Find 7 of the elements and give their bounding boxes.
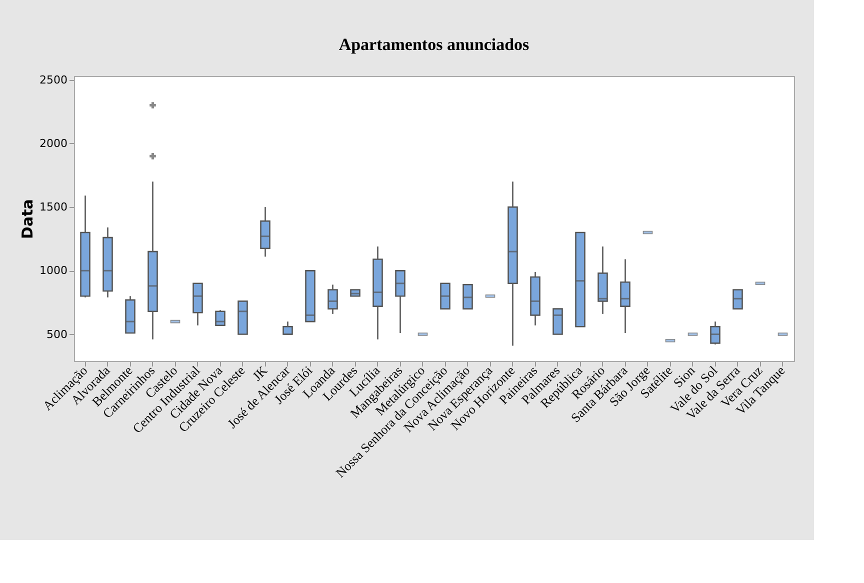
y-tick-label: 2500: [40, 73, 68, 86]
y-axis-title: Data: [18, 199, 37, 239]
y-tick-label: 1000: [40, 264, 68, 278]
y-tick-label: 500: [46, 328, 68, 341]
y-tick-label: 2000: [40, 136, 68, 150]
chart-title: Apartamentos anunciados: [338, 34, 530, 54]
y-tick-label: 1500: [40, 200, 68, 214]
